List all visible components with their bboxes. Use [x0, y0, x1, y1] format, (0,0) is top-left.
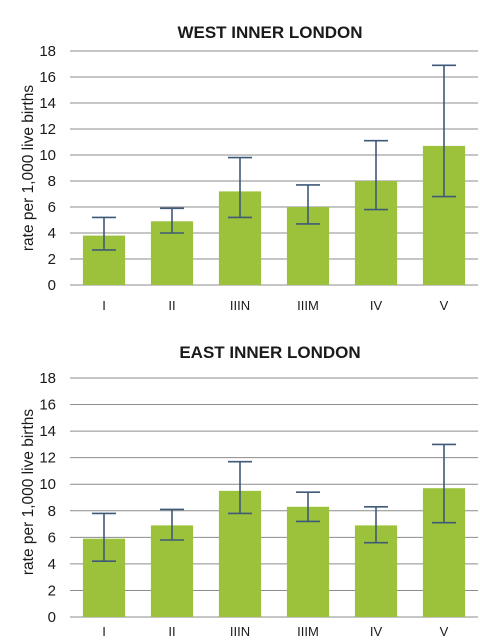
y-tick-label: 10 — [39, 476, 56, 493]
x-tick-label: I — [102, 624, 106, 639]
y-tick-label: 6 — [48, 529, 56, 546]
x-tick-label: V — [440, 624, 449, 639]
y-tick-label: 0 — [48, 609, 56, 626]
y-tick-label: 8 — [48, 503, 56, 520]
x-tick-label: IIIM — [297, 298, 319, 313]
y-tick-label: 4 — [48, 556, 56, 573]
y-tick-label: 16 — [39, 397, 56, 414]
y-tick-label: 2 — [48, 251, 56, 268]
y-tick-label: 0 — [48, 277, 56, 294]
chart-svg-east: EAST INNER LONDON rate per 1,000 live bi… — [20, 343, 478, 639]
x-tick-label: IIIM — [297, 624, 319, 639]
y-tick-label: 12 — [39, 450, 56, 467]
x-tick-label: II — [168, 624, 175, 639]
x-tick-label: IIIN — [230, 624, 250, 639]
bar — [286, 506, 330, 617]
y-axis-label: rate per 1,000 live births — [20, 409, 37, 576]
y-tick-label: 4 — [48, 225, 56, 242]
chart-west-inner-london: WEST INNER LONDON rate per 1,000 live bi… — [20, 23, 478, 313]
y-tick-label: 16 — [39, 69, 56, 86]
chart-svg-west: WEST INNER LONDON rate per 1,000 live bi… — [20, 23, 478, 313]
x-tick-label: I — [102, 298, 106, 313]
x-tick-label: V — [440, 298, 449, 313]
y-tick-label: 10 — [39, 147, 56, 164]
y-tick-label: 6 — [48, 199, 56, 216]
y-tick-label: 2 — [48, 582, 56, 599]
chart-title: EAST INNER LONDON — [179, 343, 360, 362]
y-tick-label: 12 — [39, 121, 56, 138]
chart-east-inner-london: EAST INNER LONDON rate per 1,000 live bi… — [0, 320, 480, 640]
y-tick-label: 14 — [39, 423, 56, 440]
x-tick-label: II — [168, 298, 175, 313]
x-tick-label: IV — [370, 298, 383, 313]
x-tick-label: IIIN — [230, 298, 250, 313]
y-tick-label: 8 — [48, 173, 56, 190]
y-tick-label: 18 — [39, 43, 56, 60]
chart-title: WEST INNER LONDON — [177, 23, 362, 42]
x-tick-label: IV — [370, 624, 383, 639]
y-tick-label: 18 — [39, 370, 56, 387]
y-tick-label: 14 — [39, 95, 56, 112]
y-axis-label: rate per 1,000 live births — [20, 85, 37, 252]
